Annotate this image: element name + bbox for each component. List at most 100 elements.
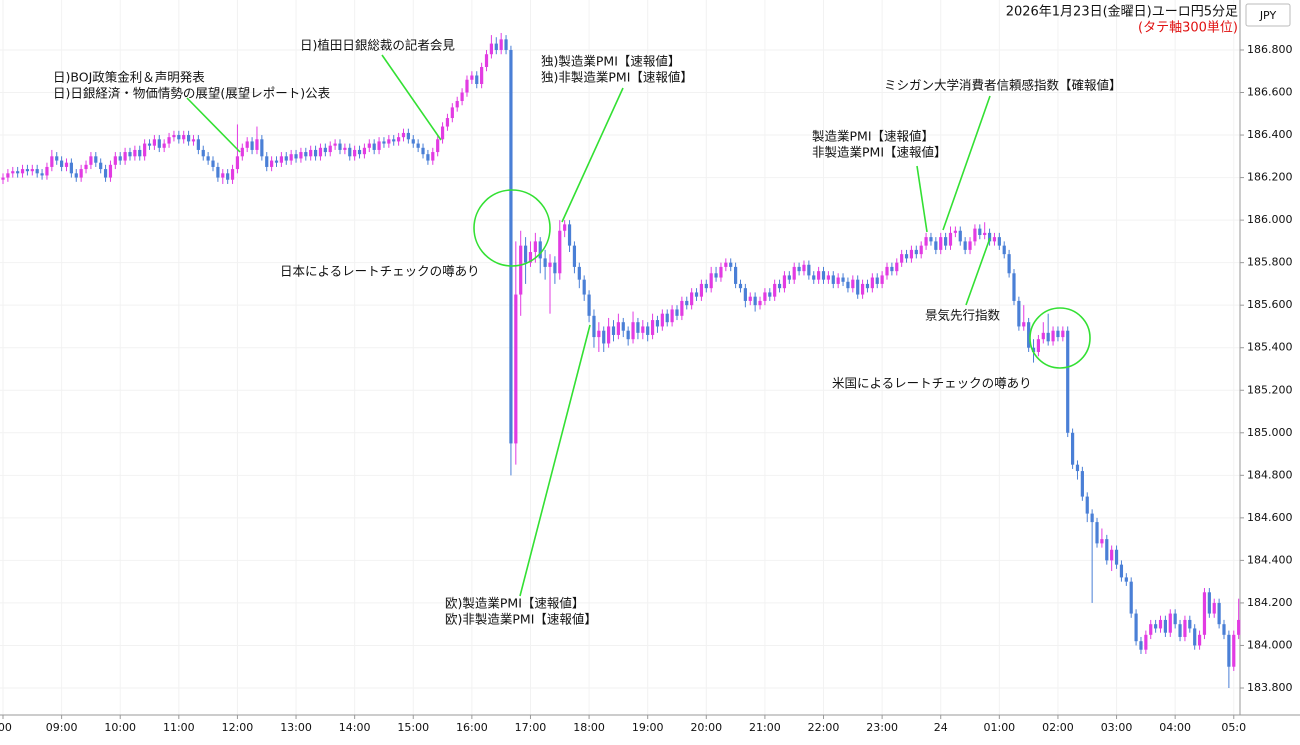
candle-body <box>1027 322 1031 348</box>
candle-body <box>1090 513 1094 523</box>
candle-body <box>1041 332 1045 340</box>
candle-body <box>357 149 362 155</box>
candle-body <box>626 330 630 340</box>
y-tick-label: 184.800 <box>1247 468 1293 481</box>
candle-body <box>50 156 54 167</box>
candle-body <box>953 230 957 233</box>
y-tick-label: 185.800 <box>1247 256 1293 269</box>
candle-body <box>1212 602 1216 614</box>
candle-body <box>480 66 484 85</box>
candle-body <box>592 315 596 338</box>
candle-body <box>1222 624 1226 635</box>
annotation: 欧)製造業PMI【速報値】 <box>445 596 584 611</box>
candle-body <box>563 224 567 231</box>
candle-body <box>743 288 747 301</box>
candle-body <box>1149 624 1153 635</box>
candle-body <box>475 75 479 85</box>
candle-body <box>245 141 249 148</box>
candle-body <box>777 283 782 289</box>
candle-body <box>157 139 161 148</box>
candle-body <box>470 75 474 80</box>
candle-body <box>84 164 88 170</box>
candle-body <box>1124 577 1128 582</box>
candle-body <box>934 241 938 250</box>
candle-body <box>406 132 410 140</box>
candle-body <box>958 230 962 242</box>
candle-body <box>616 322 620 335</box>
candle-body <box>900 254 904 263</box>
x-tick-label: 01:00 <box>983 721 1015 734</box>
y-tick-label: 186.800 <box>1247 43 1293 56</box>
candle-body <box>870 277 874 289</box>
annotation: 非製造業PMI【速報値】 <box>812 145 947 160</box>
candle-body <box>60 160 64 167</box>
candle-body <box>1022 322 1026 327</box>
candle-body <box>191 139 196 142</box>
annotation-line <box>965 237 991 306</box>
candle-body <box>929 237 933 242</box>
candle-body <box>162 143 166 148</box>
candle-body <box>1051 330 1055 342</box>
candle-body <box>1134 613 1138 642</box>
candle-body <box>338 143 342 150</box>
candle-body <box>812 275 816 280</box>
candle-body <box>567 224 572 246</box>
x-tick-label: 17:00 <box>515 721 547 734</box>
candle-body <box>1193 628 1197 646</box>
candle-body <box>421 147 425 155</box>
candle-body <box>138 149 142 157</box>
x-tick-label: 24 <box>934 721 948 734</box>
candle-body <box>1217 602 1221 625</box>
candle-body <box>528 252 533 263</box>
candle-body <box>1100 539 1104 544</box>
candle-body <box>509 49 513 444</box>
candle-body <box>577 266 581 280</box>
candle-body <box>304 152 308 157</box>
candle-body <box>299 152 303 159</box>
candle-body <box>1119 564 1124 578</box>
candle-body <box>1144 634 1148 650</box>
candle-body <box>665 313 669 323</box>
candle-body <box>1017 300 1021 327</box>
x-tick-label: 04:00 <box>1159 721 1191 734</box>
candle-body <box>909 249 914 259</box>
candle-body <box>802 264 806 272</box>
annotation: 景気先行指数 <box>925 308 1001 323</box>
candle-body <box>641 326 645 333</box>
candle-body <box>323 147 327 153</box>
candle-body <box>729 262 733 267</box>
candle-body <box>333 143 337 146</box>
candle-body <box>670 309 674 323</box>
candle-body <box>289 154 293 161</box>
axes: 183.800 184.000 184.200 184.400 184.600 184.8… <box>0 43 1293 734</box>
candle-body <box>172 135 176 138</box>
annotation: 日)日銀経済・物価情勢の展望(展望レポート)公表 <box>53 86 331 101</box>
candle-body <box>1012 273 1016 301</box>
candle-body <box>860 283 865 295</box>
candle-body <box>1075 464 1080 472</box>
candle-body <box>782 275 787 289</box>
candle-body <box>948 232 953 246</box>
candle-body <box>523 245 528 263</box>
candle-body <box>436 139 440 153</box>
candle-body <box>631 322 635 340</box>
candle-body <box>1183 619 1187 637</box>
candle-body <box>685 300 689 306</box>
x-tick-label: 03:00 <box>1101 721 1133 734</box>
candle-body <box>797 266 801 272</box>
candle-body <box>387 139 391 144</box>
candle-body <box>382 141 386 144</box>
annotation-line <box>186 97 241 153</box>
candle-body <box>1237 619 1241 635</box>
candle-body <box>807 264 811 276</box>
candle-body <box>431 152 435 161</box>
candle-body <box>846 281 850 289</box>
candle-body <box>64 162 69 167</box>
candle-body <box>655 320 660 327</box>
candle-body <box>602 330 606 344</box>
chart-subtitle: (タテ軸300単位) <box>1138 20 1238 36</box>
candle-body <box>734 266 738 284</box>
candle-body <box>895 262 899 272</box>
